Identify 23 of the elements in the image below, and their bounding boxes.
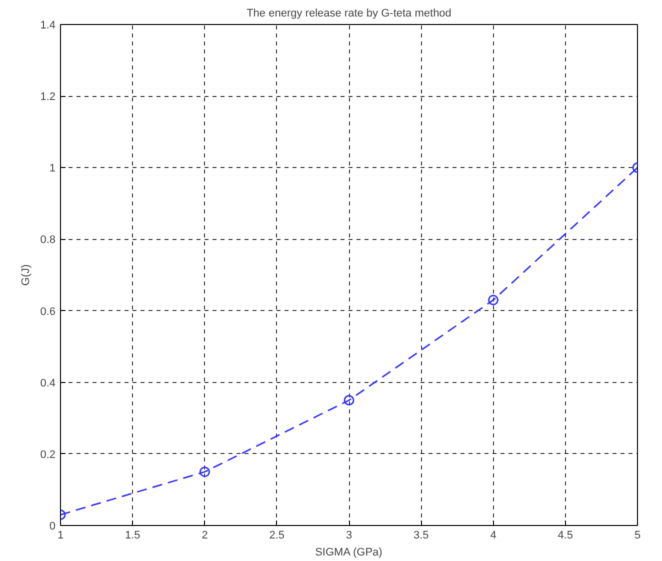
x-tick-label: 3.5 [413,530,429,542]
y-tick-label: 0.8 [40,234,56,246]
y-tick-label: 1 [49,162,56,175]
point [200,466,210,478]
x-tick-label: 2.5 [269,530,285,542]
point [344,395,354,406]
x-tick-label: 1.5 [124,530,140,542]
x-tick-label: 1 [57,530,64,542]
x-tick-label: 5 [634,530,641,542]
x-tick-label: 3 [346,530,352,542]
x-axis-title: SIGMA (GPa) [315,546,382,558]
x-tick-label: 2 [202,530,208,542]
x-tick-label: 4 [490,530,496,542]
y-tick-label: 1.4 [40,20,56,32]
chart-title: The energy release rate by G-teta method [246,8,452,20]
y-axis-title: G(J) [20,264,32,286]
y-tick-label: 1.2 [40,91,56,104]
point [488,294,498,306]
y-tick-label: 0.2 [40,448,56,461]
y-tick-label: 0 [49,520,56,532]
y-tick-label: 0.4 [40,377,56,390]
x-tick-label: 4.5 [558,530,574,542]
y-tick-label: 0.6 [40,306,56,318]
